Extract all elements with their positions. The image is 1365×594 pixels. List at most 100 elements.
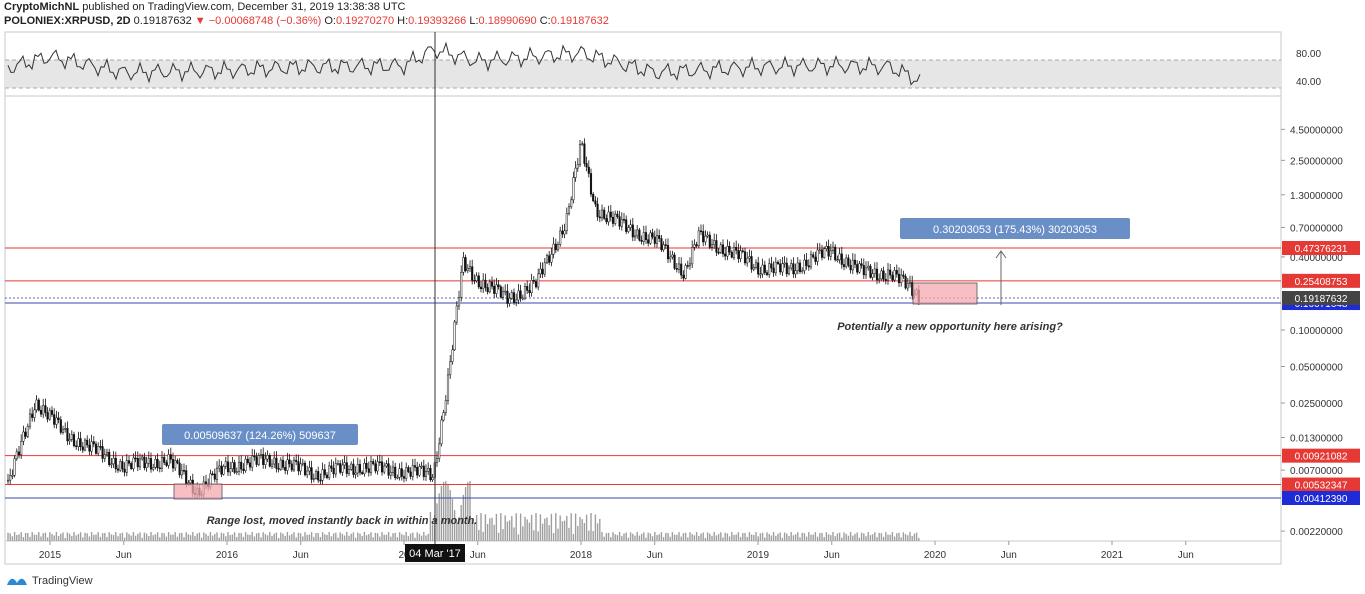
candle-body [834,246,837,261]
volume-bar [667,533,669,541]
symbol-name[interactable]: POLONIEX:XRPUSD, 2D [4,15,131,27]
candle-body [24,431,27,437]
candle-body [169,454,172,460]
y-tick-label: 0.01300000 [1290,433,1343,444]
candle-body [563,230,566,235]
candle-body [303,462,307,476]
volume-bar [260,537,262,541]
symbol-line: POLONIEX:XRPUSD, 2D 0.19187632 ▼ −0.0006… [4,14,1004,28]
volume-bar [126,532,128,541]
candle-body [592,193,595,202]
volume-bar [561,521,564,541]
candle-body [77,438,80,447]
candle-body [803,259,806,272]
candle-body [515,299,518,303]
candle-body [561,230,564,235]
candle-body [273,457,276,465]
volume-bar [359,533,361,541]
volume-bar [51,534,53,541]
volume-bar [286,532,289,541]
volume-bar [891,532,894,541]
footer-brand[interactable]: TradingView [32,575,93,587]
candle-body [70,434,73,440]
candle-body [752,267,755,270]
volume-bar [249,534,251,541]
y-tick-label: 4.50000000 [1290,125,1343,136]
volume-bar [656,535,658,541]
pink-range-box[interactable] [912,282,978,305]
candle-body [510,292,513,299]
volume-bar [489,518,491,541]
price-chart[interactable]: 80.00 40.00 0.30203053 (175.43%) 30203053… [0,0,1365,570]
candle-body [477,275,480,288]
volume-bar [825,532,828,541]
volume-bar [579,517,581,541]
volume-bar [735,534,737,541]
volume-bar [139,532,141,541]
volume-bar [13,532,16,541]
volume-bar [418,533,421,541]
x-tick-label: Jun [293,550,309,561]
volume-bar [724,532,726,541]
level-label-box [1282,273,1360,288]
volume-bar [678,532,680,541]
candle-body [411,465,414,477]
candle-body [594,200,597,205]
volume-bar [123,537,126,541]
candle-body [90,441,93,452]
volume-bar [515,513,517,541]
candle-body [475,275,478,281]
candle-body [262,454,265,465]
volume-bar [372,537,374,541]
candle-body [640,240,643,242]
candle-body [255,456,258,465]
candle-body [59,419,62,433]
candle-body [779,263,782,273]
candle-body [123,468,126,473]
volume-bar [214,533,216,541]
volume-bar [544,518,546,541]
volume-bar [27,533,29,541]
candle-body [374,463,377,472]
volume-bar [464,487,467,541]
candle-body [820,249,824,258]
candle-body [400,468,403,477]
candle-body [849,265,852,271]
candle-body [361,472,364,474]
volume-bar [79,532,82,541]
volume-bar [722,537,724,541]
volume-bar [742,533,744,541]
candle-body [383,465,386,473]
candle-body [768,263,771,275]
candle-body [574,167,577,178]
candle-body [380,461,384,473]
volume-bar [570,513,572,541]
publisher-name[interactable]: CryptoMichNL [4,1,80,13]
candle-body [182,470,186,472]
candle-body [735,247,738,251]
volume-bar [794,534,797,541]
volume-bar [280,532,282,541]
volume-bar [638,535,641,541]
pink-range-box-2016[interactable] [173,483,223,500]
last-price-label: 0.19187632 [1295,294,1348,305]
candle-body [347,469,351,474]
candle-body [171,459,175,469]
volume-bar [616,535,619,541]
candle-body [345,462,348,474]
tradingview-logo-icon[interactable] [6,574,28,588]
volume-bar [460,505,462,541]
volume-bar [436,503,438,541]
volume-bar [480,513,482,541]
volume-bar [385,534,388,541]
volume-bar [731,532,733,541]
candle-body [466,268,469,271]
volume-bar [376,533,379,541]
open-value: 0.19270270 [335,15,395,27]
candle-body [713,240,716,245]
volume-bar [805,536,808,541]
volume-bar [482,531,484,541]
volume-bar [812,534,814,541]
candle-body [488,281,491,293]
volume-bar [577,525,579,541]
